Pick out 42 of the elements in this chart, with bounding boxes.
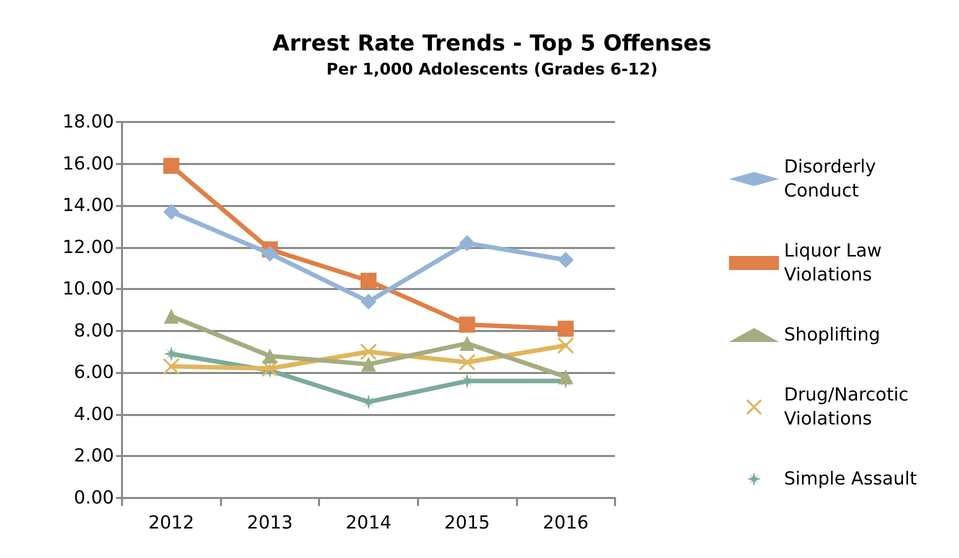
point [360, 272, 376, 289]
point [460, 336, 475, 351]
chart-subtitle: Per 1,000 Adolescents (Grades 6-12) [326, 60, 658, 78]
point [558, 369, 574, 384]
point [557, 337, 574, 354]
point [361, 394, 376, 410]
point [162, 358, 180, 375]
point [262, 348, 278, 364]
y-tick-label: 16.00 [62, 153, 114, 174]
point [261, 360, 278, 377]
point [459, 316, 476, 333]
y-tick-label: 12.00 [62, 236, 114, 258]
point [164, 308, 179, 324]
point [360, 294, 376, 310]
point [558, 252, 574, 268]
y-tick-label: 10.00 [62, 278, 114, 300]
y-tick-label: 8.00 [74, 320, 114, 342]
point [163, 204, 180, 220]
legend-label: Disorderly Conduct [784, 156, 882, 202]
legend-label: Liquor Law Violations [784, 240, 888, 286]
x-tick-label: 2016 [542, 512, 589, 534]
y-tick-label: 18.00 [62, 112, 114, 132]
chart-title: Arrest Rate Trends - Top 5 Offenses [272, 32, 712, 56]
y-tick-label: 2.00 [74, 446, 114, 467]
point [361, 356, 376, 372]
legend-label: Shoplifting [784, 324, 880, 346]
point [262, 246, 278, 262]
x-tick-label: 2012 [148, 512, 194, 534]
x-tick-label: 2014 [346, 512, 392, 534]
y-tick-label: 4.00 [74, 404, 114, 425]
point [458, 354, 476, 371]
legend-label: Drug/Narcotic Violations [784, 384, 914, 430]
y-tick-label: 14.00 [62, 195, 114, 216]
point [360, 343, 377, 360]
point [163, 158, 180, 174]
x-tick-label: 2015 [444, 512, 490, 534]
point [459, 235, 476, 252]
point [558, 320, 574, 337]
y-tick-label: 6.00 [74, 362, 114, 384]
x-tick-label: 2013 [246, 512, 293, 534]
y-tick-label: 0.00 [74, 488, 114, 508]
legend-label: Simple Assault [784, 468, 917, 490]
